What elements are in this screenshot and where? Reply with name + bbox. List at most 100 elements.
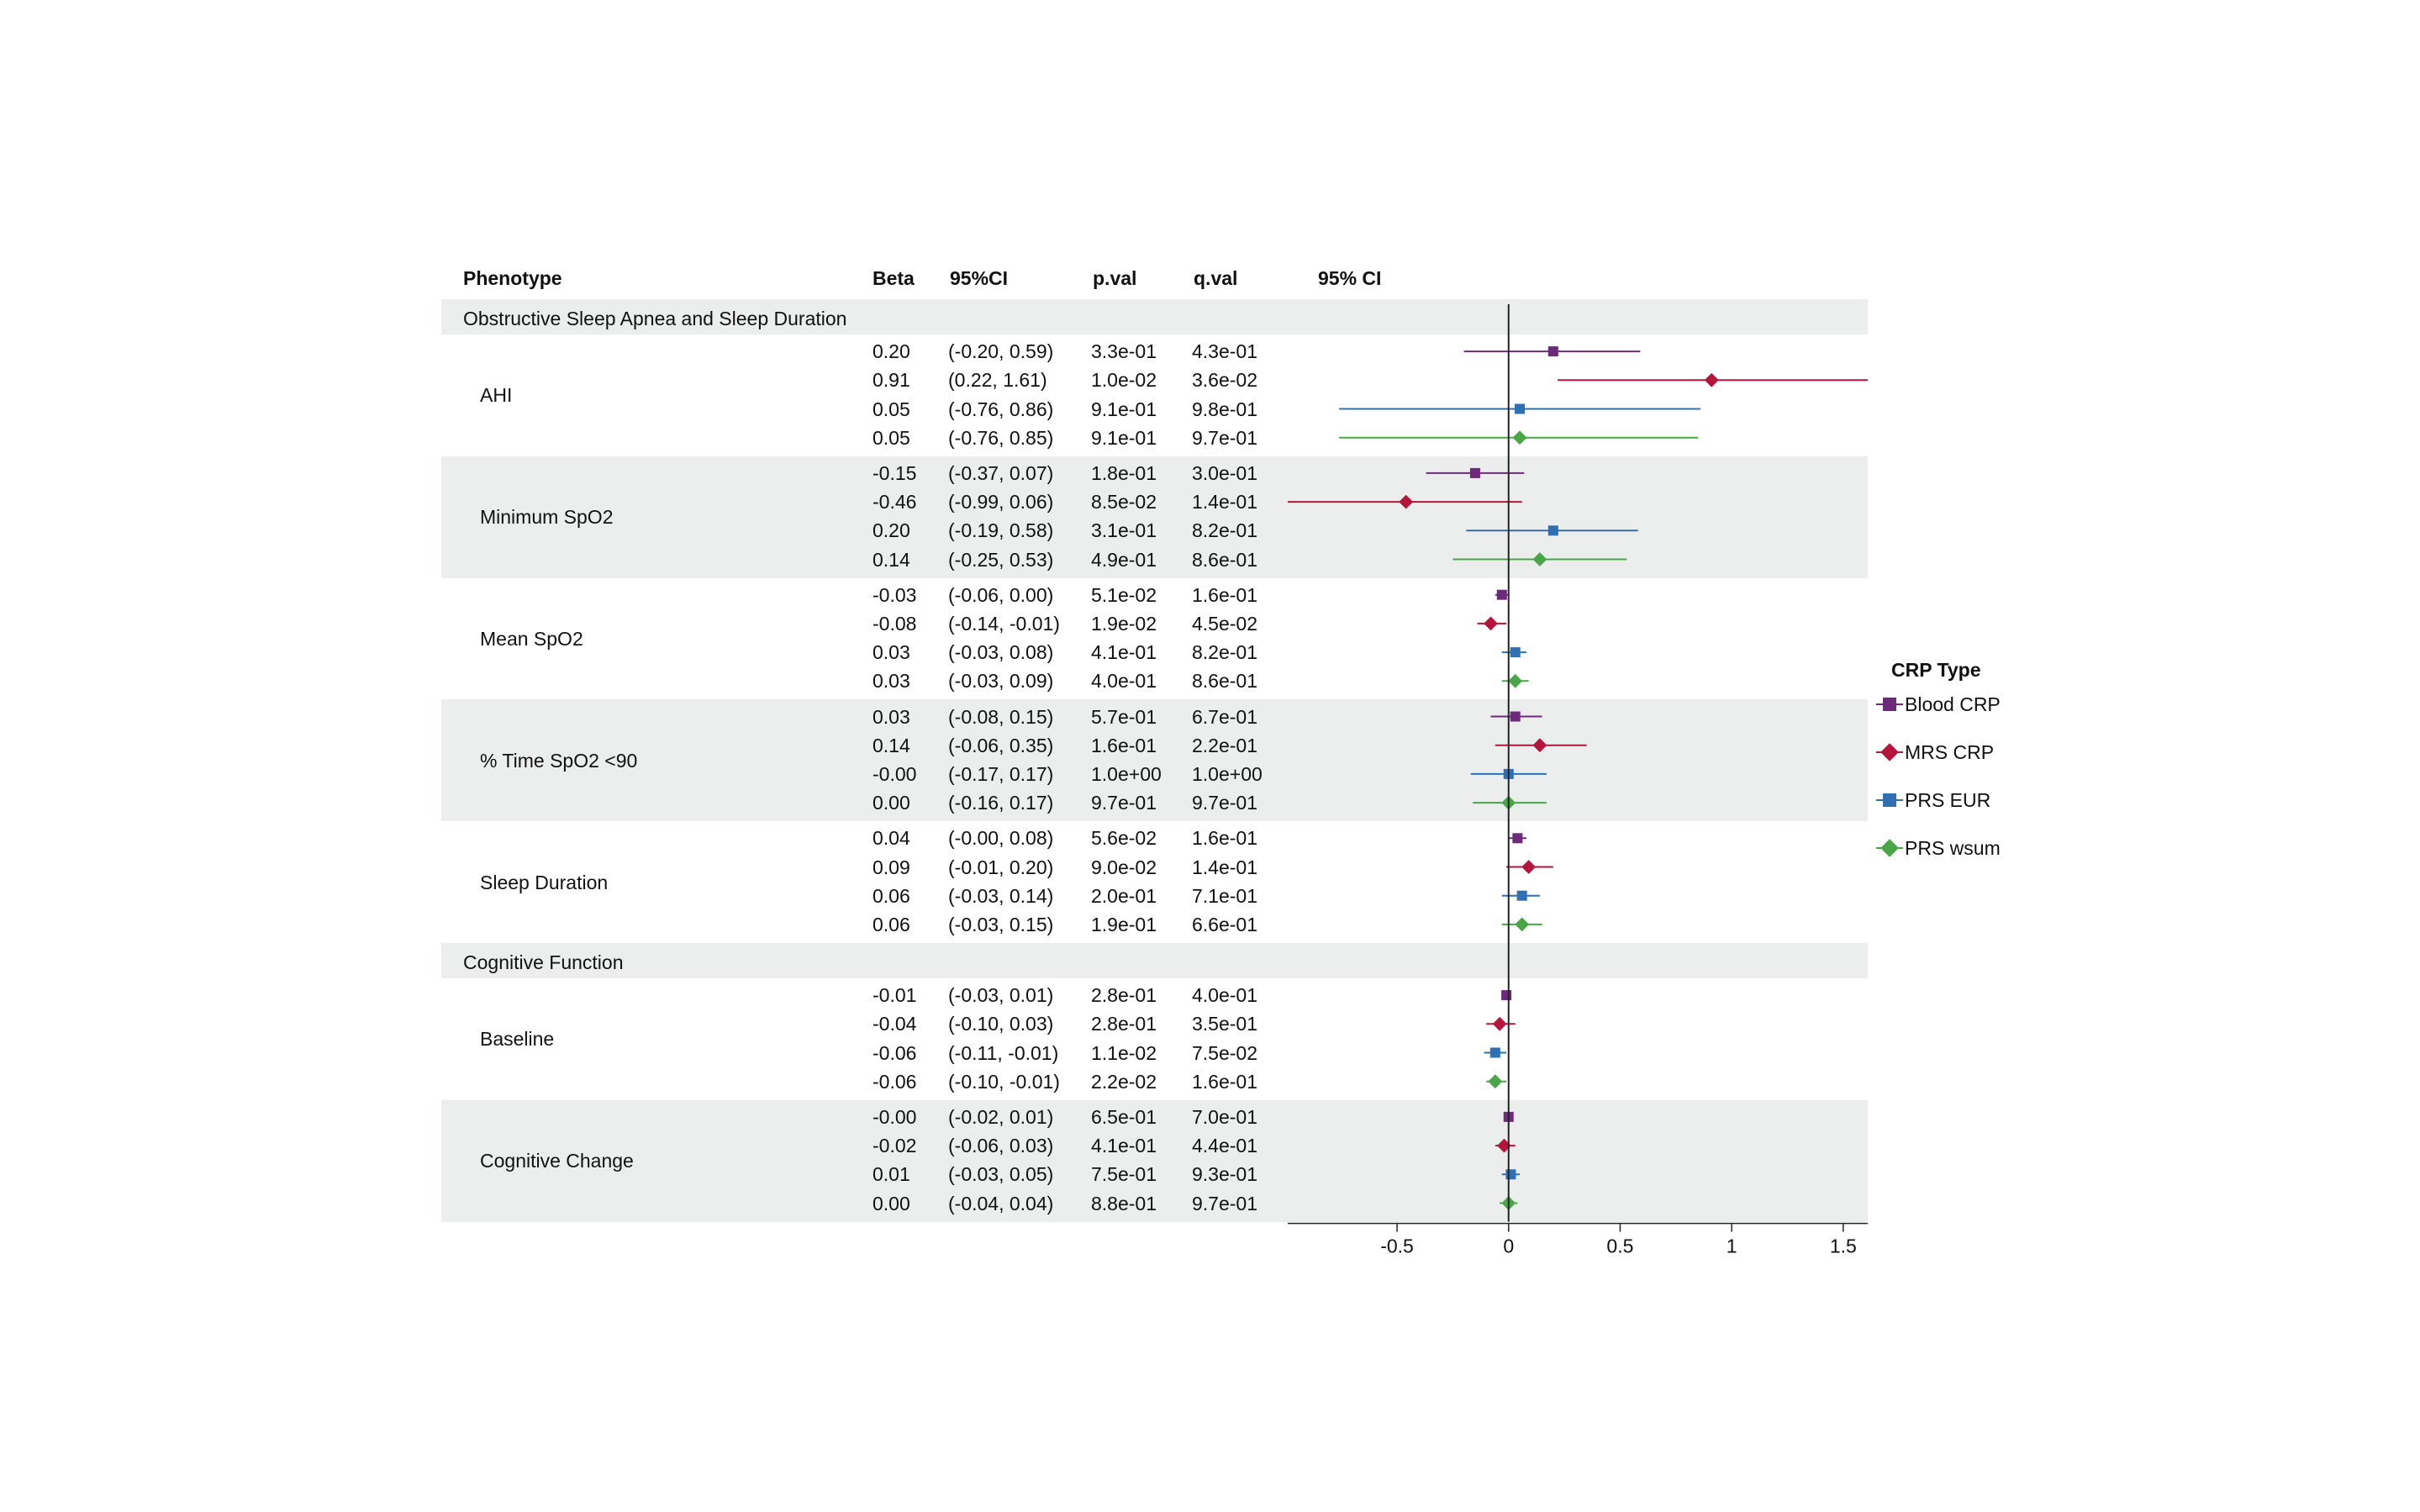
legend-label: PRS wsum bbox=[1905, 837, 2001, 859]
point-estimate bbox=[1515, 917, 1530, 932]
ci-value: (-0.03, 0.15) bbox=[948, 913, 1054, 935]
q-value: 6.7e-01 bbox=[1192, 705, 1258, 728]
p-value: 5.6e-02 bbox=[1091, 827, 1157, 850]
beta-value: -0.04 bbox=[873, 1013, 917, 1035]
ci-value: (-0.25, 0.53) bbox=[948, 548, 1054, 571]
beta-value: -0.03 bbox=[873, 583, 917, 606]
q-value: 9.8e-01 bbox=[1192, 398, 1258, 420]
beta-value: 0.03 bbox=[873, 705, 910, 728]
q-value: 8.6e-01 bbox=[1192, 670, 1258, 693]
beta-value: 0.04 bbox=[873, 827, 910, 850]
group-label: Sleep Duration bbox=[480, 871, 609, 893]
beta-value: 0.14 bbox=[873, 734, 910, 756]
beta-value: 0.06 bbox=[873, 913, 910, 935]
q-value: 4.0e-01 bbox=[1192, 984, 1258, 1007]
p-value: 9.7e-01 bbox=[1091, 792, 1157, 814]
q-value: 7.0e-01 bbox=[1192, 1105, 1258, 1128]
point-estimate bbox=[1704, 372, 1719, 387]
group-label: Mean SpO2 bbox=[480, 628, 583, 650]
beta-value: -0.02 bbox=[873, 1135, 917, 1157]
point-estimate bbox=[1505, 1169, 1516, 1180]
beta-value: 0.20 bbox=[873, 519, 910, 542]
x-tick-label: 1.5 bbox=[1830, 1235, 1857, 1257]
header-qval: q.val bbox=[1194, 267, 1238, 289]
legend-label: PRS EUR bbox=[1905, 789, 1990, 811]
q-value: 9.7e-01 bbox=[1192, 1192, 1258, 1214]
ci-value: (-0.76, 0.86) bbox=[948, 398, 1054, 420]
q-value: 1.6e-01 bbox=[1192, 1070, 1258, 1093]
beta-value: 0.91 bbox=[873, 369, 910, 392]
point-estimate bbox=[1532, 552, 1547, 566]
point-estimate bbox=[1512, 430, 1527, 445]
group-band bbox=[441, 699, 1868, 822]
ci-value: (-0.10, 0.03) bbox=[948, 1013, 1054, 1035]
point-estimate bbox=[1510, 711, 1521, 722]
section-band bbox=[441, 299, 1868, 335]
ci-value: (-0.19, 0.58) bbox=[948, 519, 1054, 542]
point-estimate bbox=[1510, 647, 1521, 658]
group-label: Minimum SpO2 bbox=[480, 506, 614, 529]
legend-label: MRS CRP bbox=[1905, 741, 1994, 763]
point-estimate bbox=[1501, 990, 1512, 1001]
header-plot: 95% CI bbox=[1318, 267, 1382, 289]
beta-value: 0.14 bbox=[873, 548, 910, 571]
ci-value: (0.22, 1.61) bbox=[948, 369, 1047, 392]
q-value: 1.4e-01 bbox=[1192, 856, 1258, 878]
q-value: 1.6e-01 bbox=[1192, 583, 1258, 606]
p-value: 4.0e-01 bbox=[1091, 670, 1157, 693]
ci-value: (-0.20, 0.59) bbox=[948, 340, 1054, 363]
q-value: 1.6e-01 bbox=[1192, 827, 1258, 850]
beta-value: 0.03 bbox=[873, 641, 910, 664]
q-value: 9.7e-01 bbox=[1192, 426, 1258, 449]
group-band bbox=[441, 456, 1868, 578]
p-value: 6.5e-01 bbox=[1091, 1105, 1157, 1128]
point-estimate bbox=[1515, 403, 1525, 414]
p-value: 1.1e-02 bbox=[1091, 1041, 1157, 1064]
group-label: Baseline bbox=[480, 1028, 555, 1051]
beta-value: -0.00 bbox=[873, 1105, 917, 1128]
p-value: 3.3e-01 bbox=[1091, 340, 1157, 363]
q-value: 8.6e-01 bbox=[1192, 548, 1258, 571]
p-value: 4.1e-01 bbox=[1091, 1135, 1157, 1157]
x-tick-label: 0.5 bbox=[1606, 1235, 1633, 1257]
ci-value: (-0.08, 0.15) bbox=[948, 705, 1054, 728]
section-title: Cognitive Function bbox=[463, 951, 624, 973]
ci-value: (-0.14, -0.01) bbox=[948, 612, 1060, 635]
q-value: 8.2e-01 bbox=[1192, 641, 1258, 664]
p-value: 2.8e-01 bbox=[1091, 1013, 1157, 1035]
ci-value: (-0.03, 0.09) bbox=[948, 670, 1054, 693]
point-estimate bbox=[1521, 860, 1537, 874]
p-value: 2.2e-02 bbox=[1091, 1070, 1157, 1093]
q-value: 3.5e-01 bbox=[1192, 1013, 1258, 1035]
legend-title: CRP Type bbox=[1891, 659, 1981, 681]
p-value: 9.1e-01 bbox=[1091, 398, 1157, 420]
ci-value: (-0.06, 0.00) bbox=[948, 583, 1054, 606]
group-label: Cognitive Change bbox=[480, 1150, 634, 1172]
beta-value: -0.06 bbox=[873, 1070, 917, 1093]
q-value: 9.7e-01 bbox=[1192, 792, 1258, 814]
p-value: 5.1e-02 bbox=[1091, 583, 1157, 606]
p-value: 1.0e+00 bbox=[1091, 762, 1162, 785]
p-value: 2.0e-01 bbox=[1091, 884, 1157, 907]
beta-value: -0.15 bbox=[873, 461, 917, 484]
beta-value: -0.01 bbox=[873, 984, 917, 1007]
beta-value: 0.01 bbox=[873, 1163, 910, 1186]
q-value: 3.0e-01 bbox=[1192, 461, 1258, 484]
point-estimate bbox=[1497, 1138, 1511, 1153]
q-value: 8.2e-01 bbox=[1192, 519, 1258, 542]
ci-value: (-0.03, 0.01) bbox=[948, 984, 1054, 1007]
q-value: 1.0e+00 bbox=[1192, 762, 1263, 785]
ci-value: (-0.06, 0.35) bbox=[948, 734, 1054, 756]
beta-value: -0.06 bbox=[873, 1041, 917, 1064]
p-value: 2.8e-01 bbox=[1091, 984, 1157, 1007]
p-value: 9.0e-02 bbox=[1091, 856, 1157, 878]
p-value: 1.9e-01 bbox=[1091, 913, 1157, 935]
point-estimate bbox=[1512, 833, 1523, 844]
x-tick-label: -0.5 bbox=[1380, 1235, 1414, 1257]
q-value: 1.4e-01 bbox=[1192, 491, 1258, 514]
ci-value: (-0.10, -0.01) bbox=[948, 1070, 1060, 1093]
q-value: 7.1e-01 bbox=[1192, 884, 1258, 907]
ci-value: (-0.02, 0.01) bbox=[948, 1105, 1054, 1128]
group-label: AHI bbox=[480, 384, 513, 407]
p-value: 9.1e-01 bbox=[1091, 426, 1157, 449]
